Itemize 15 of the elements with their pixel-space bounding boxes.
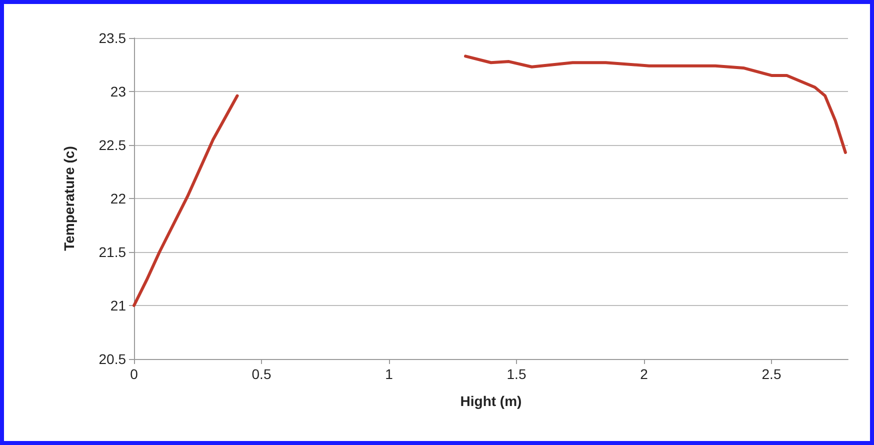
x-tick-label: 0.5 bbox=[252, 366, 272, 382]
y-axis-title: Temperature (c) bbox=[61, 146, 77, 251]
x-tick-label: 2 bbox=[640, 366, 648, 382]
y-tick-label: 22 bbox=[110, 190, 126, 206]
x-tick-label: 0 bbox=[130, 366, 138, 382]
y-tick-label: 20.5 bbox=[98, 351, 126, 367]
x-tick-label: 1.5 bbox=[506, 366, 526, 382]
y-tick-label: 23.5 bbox=[98, 30, 126, 46]
x-tick-label: 1 bbox=[385, 366, 394, 382]
y-tick-label: 21 bbox=[110, 298, 126, 314]
y-tick-label: 22.5 bbox=[98, 137, 126, 153]
x-tick-label: 2.5 bbox=[762, 366, 782, 382]
y-tick-label: 23 bbox=[110, 84, 126, 100]
x-axis-title: Hight (m) bbox=[460, 393, 522, 409]
y-tick-label: 21.5 bbox=[98, 244, 126, 260]
